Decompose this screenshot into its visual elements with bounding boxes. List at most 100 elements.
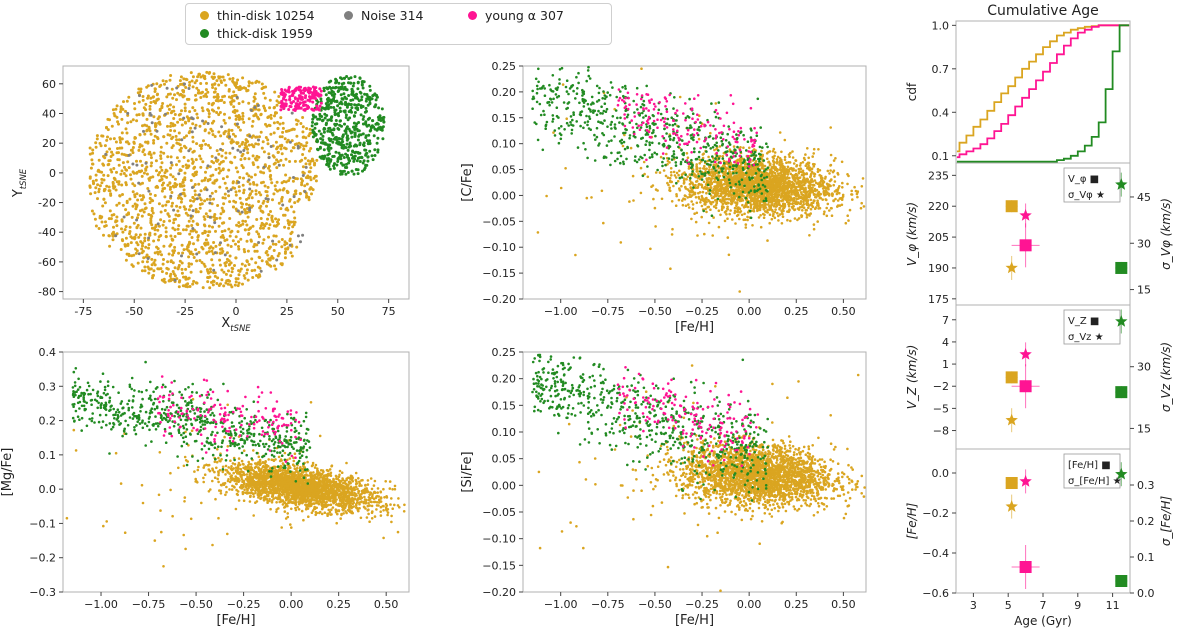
scatter-point xyxy=(688,179,692,182)
scatter-point xyxy=(143,232,147,236)
scatter-point xyxy=(361,117,365,121)
scatter-point xyxy=(373,154,377,157)
scatter-point xyxy=(273,90,277,94)
scatter-point xyxy=(853,185,856,189)
scatter-point xyxy=(305,127,309,130)
scatter-point xyxy=(128,225,132,229)
scatter-point xyxy=(119,110,122,114)
scatter-point xyxy=(240,262,244,266)
scatter-point xyxy=(799,170,802,173)
scatter-point xyxy=(272,249,276,252)
scatter-point xyxy=(146,265,150,269)
scatter-point xyxy=(308,170,312,174)
scatter-point xyxy=(303,190,307,194)
scatter-point xyxy=(812,147,816,151)
scatter-point xyxy=(192,149,196,153)
scatter-point xyxy=(245,207,249,210)
scatter-point xyxy=(147,177,151,181)
scatter-point xyxy=(256,165,260,169)
scatter-point xyxy=(201,231,205,235)
scatter-point xyxy=(316,117,320,121)
scatter-point xyxy=(141,244,144,248)
scatter-point xyxy=(327,162,331,166)
scatter-point xyxy=(145,260,149,264)
scatter-point xyxy=(189,71,193,75)
scatter-point xyxy=(362,144,366,148)
scatter-point xyxy=(355,159,359,163)
scatter-point xyxy=(329,79,333,83)
scatter-point xyxy=(756,178,760,181)
scatter-point xyxy=(825,206,828,210)
scatter-point xyxy=(240,142,244,146)
scatter-point xyxy=(306,159,310,163)
scatter-point xyxy=(115,104,119,108)
scatter-point xyxy=(275,166,279,170)
scatter-point xyxy=(345,126,349,130)
scatter-point xyxy=(219,235,223,239)
scatter-point xyxy=(127,166,131,170)
scatter-point xyxy=(705,191,708,195)
scatter-point xyxy=(206,164,210,168)
scatter-point xyxy=(211,263,215,267)
x-tick-label: −0.50 xyxy=(638,305,672,318)
scatter-point xyxy=(302,91,305,95)
scatter-point xyxy=(779,163,783,167)
scatter-point xyxy=(150,121,154,125)
scatter-point xyxy=(140,247,144,251)
scatter-point xyxy=(212,271,216,275)
scatter-point xyxy=(790,183,794,187)
scatter-point xyxy=(235,95,239,99)
scatter-point xyxy=(293,159,297,163)
scatter-point xyxy=(204,230,207,234)
scatter-point xyxy=(358,151,362,155)
scatter-point xyxy=(717,225,721,229)
scatter-point xyxy=(802,156,806,160)
scatter-point xyxy=(359,113,363,117)
scatter-point xyxy=(772,163,775,166)
scatter-point xyxy=(346,148,350,152)
scatter-point xyxy=(267,235,270,239)
scatter-point xyxy=(629,146,633,150)
scatter-point xyxy=(230,128,234,132)
scatter-point xyxy=(186,159,190,163)
scatter-point xyxy=(214,87,218,91)
scatter-point xyxy=(182,116,186,120)
scatter-point xyxy=(223,196,227,200)
scatter-point xyxy=(772,147,776,151)
scatter-point xyxy=(199,189,203,193)
scatter-point xyxy=(170,204,174,208)
scatter-point xyxy=(203,176,207,180)
scatter-point xyxy=(313,133,317,137)
scatter-point xyxy=(706,186,709,189)
scatter-point xyxy=(284,157,288,161)
scatter-point xyxy=(822,180,826,183)
scatter-point xyxy=(268,106,272,110)
y-tick-label: −0.05 xyxy=(482,215,516,228)
scatter-point xyxy=(353,96,357,100)
scatter-point xyxy=(344,116,348,119)
x-tick-label: 75 xyxy=(382,305,396,318)
scatter-point xyxy=(335,100,339,104)
scatter-point xyxy=(295,177,299,181)
scatter-point xyxy=(709,184,712,187)
scatter-point xyxy=(152,151,156,155)
scatter-point xyxy=(225,260,228,264)
scatter-point xyxy=(143,202,147,206)
scatter-point xyxy=(345,136,349,140)
scatter-point xyxy=(208,275,212,279)
scatter-point xyxy=(267,164,271,168)
scatter-point xyxy=(632,199,635,202)
scatter-point xyxy=(280,135,284,139)
scatter-point xyxy=(98,184,102,188)
scatter-point xyxy=(168,244,172,248)
scatter-point xyxy=(289,251,293,255)
scatter-point xyxy=(378,114,382,118)
y-tick-label: 0.20 xyxy=(492,86,517,99)
scatter-point xyxy=(255,274,258,277)
scatter-point xyxy=(789,172,792,176)
scatter-point xyxy=(222,270,226,274)
scatter-point xyxy=(135,218,139,222)
scatter-point xyxy=(375,141,379,145)
scatter-point xyxy=(207,102,211,105)
scatter-point xyxy=(308,162,312,166)
